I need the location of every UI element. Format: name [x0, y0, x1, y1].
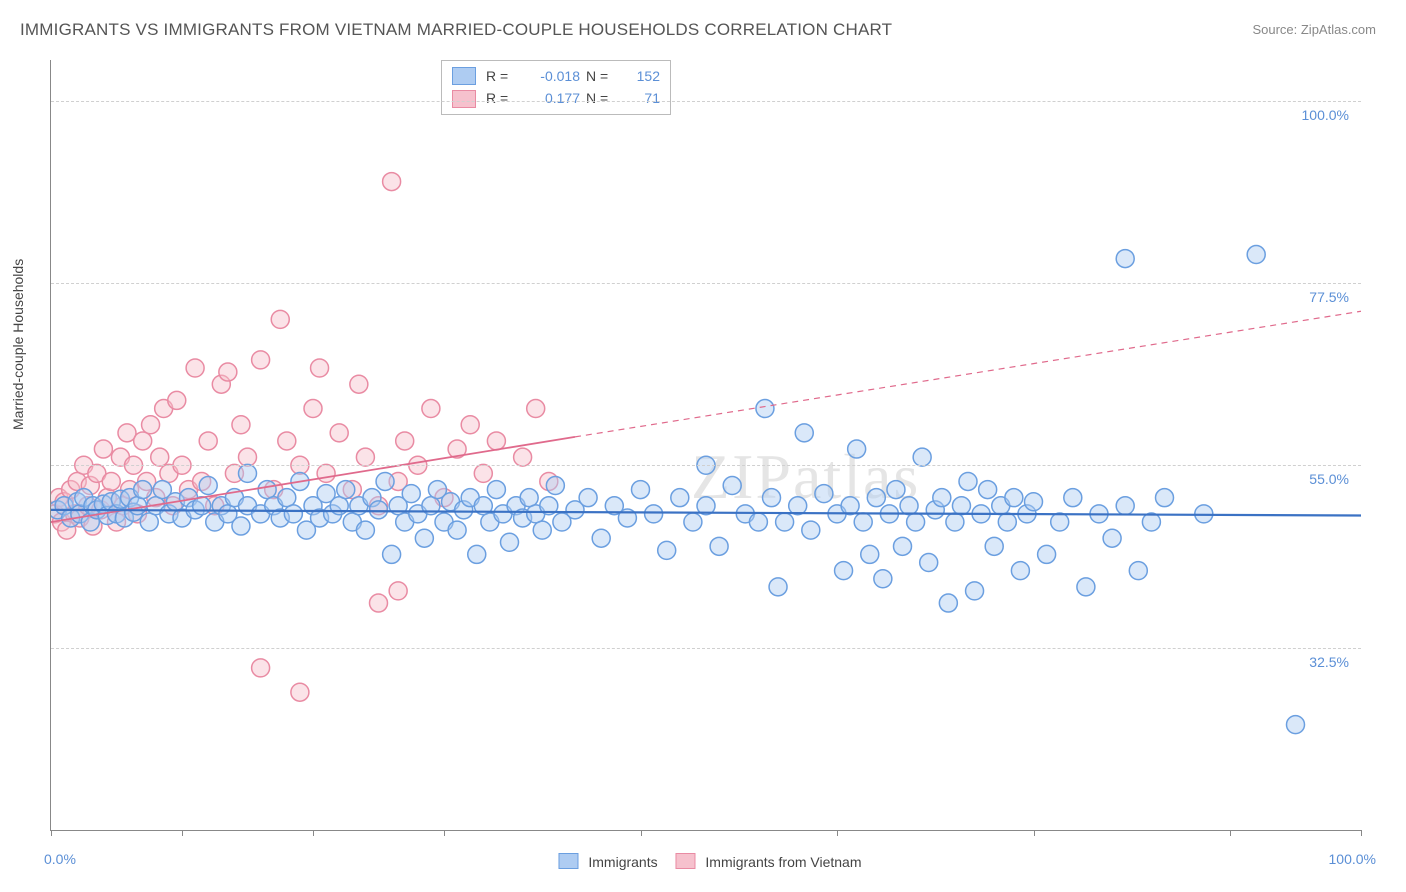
x-tick	[1230, 830, 1231, 836]
plot-area: R = -0.018 N = 152 R = 0.177 N = 71 ZIPa…	[50, 60, 1361, 831]
y-tick-label: 77.5%	[1309, 289, 1349, 305]
gridline	[51, 465, 1361, 466]
legend-swatch-b	[676, 853, 696, 869]
source-label: Source:	[1252, 22, 1300, 37]
legend-swatch-a	[558, 853, 578, 869]
x-axis-max-label: 100.0%	[1329, 851, 1376, 867]
y-tick-label: 100.0%	[1302, 107, 1349, 123]
gridline	[51, 101, 1361, 102]
scatter-svg	[51, 60, 1361, 830]
y-tick-label: 32.5%	[1309, 654, 1349, 670]
bottom-legend: Immigrants Immigrants from Vietnam	[544, 853, 861, 870]
x-tick	[51, 830, 52, 836]
gridline	[51, 283, 1361, 284]
x-axis-min-label: 0.0%	[44, 851, 76, 867]
x-tick	[1034, 830, 1035, 836]
x-tick	[641, 830, 642, 836]
x-tick	[837, 830, 838, 836]
chart-title: IMMIGRANTS VS IMMIGRANTS FROM VIETNAM MA…	[20, 20, 892, 40]
x-tick	[1361, 830, 1362, 836]
y-tick-label: 55.0%	[1309, 471, 1349, 487]
source-value: ZipAtlas.com	[1301, 22, 1376, 37]
source-attribution: Source: ZipAtlas.com	[1252, 22, 1376, 37]
x-tick	[313, 830, 314, 836]
gridline	[51, 648, 1361, 649]
legend-label-a: Immigrants	[588, 854, 657, 870]
y-axis-label: Married-couple Households	[10, 259, 26, 430]
x-tick	[182, 830, 183, 836]
x-tick	[444, 830, 445, 836]
legend-label-b: Immigrants from Vietnam	[705, 854, 861, 870]
